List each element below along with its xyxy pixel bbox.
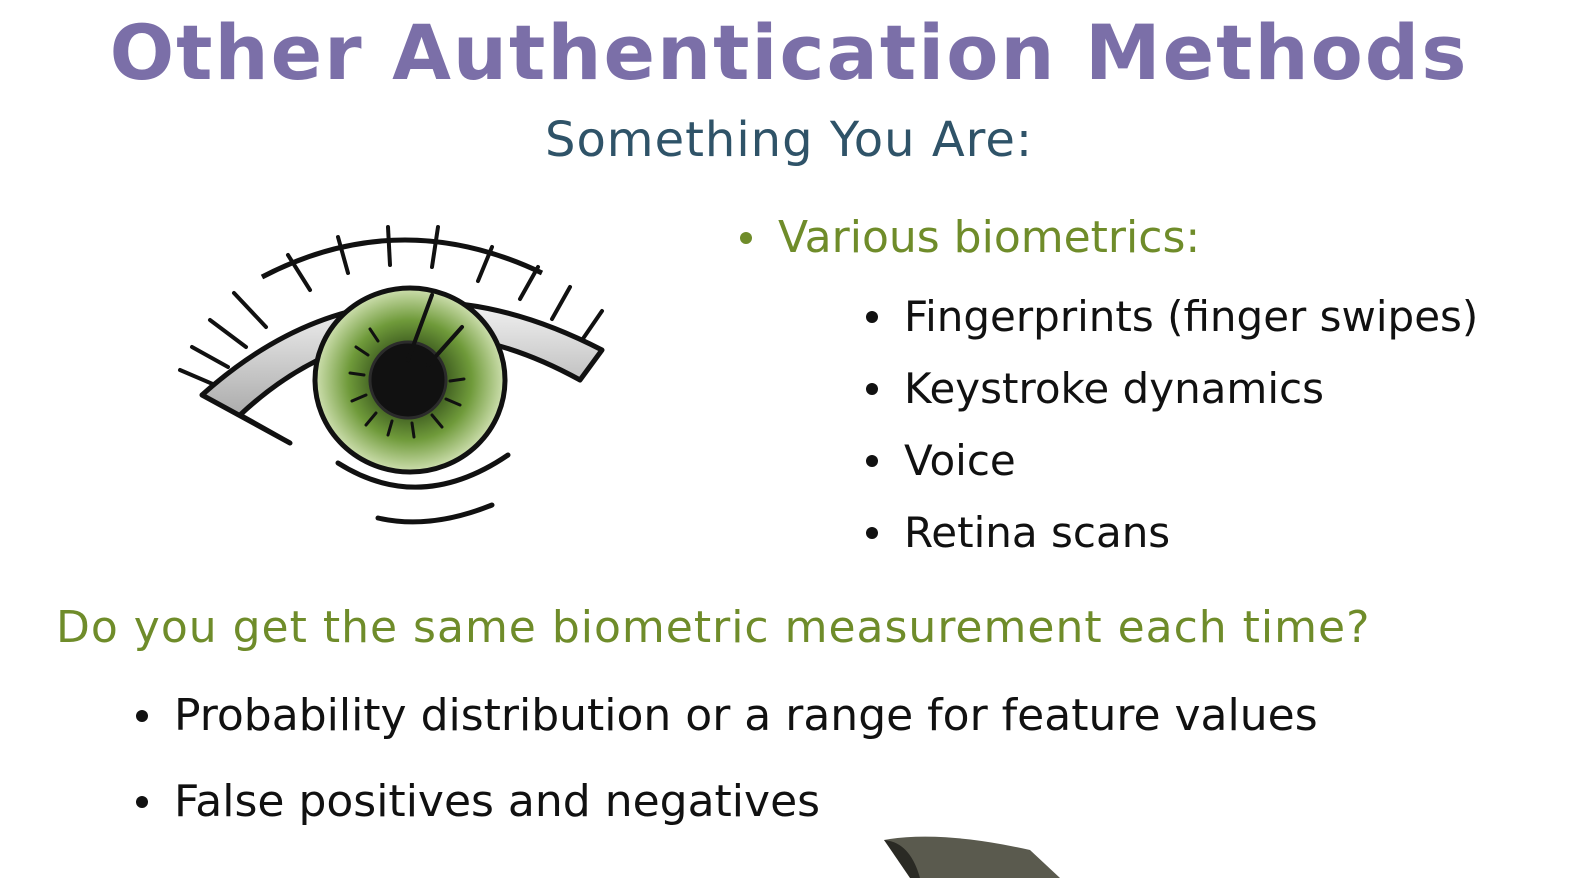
- bullet-dot: [866, 454, 878, 467]
- slide-title: Other Authentication Methods: [109, 8, 1469, 97]
- answer-item-false-positives: False positives and negatives: [174, 776, 821, 827]
- bullet-dot: [866, 310, 878, 323]
- list-item: Probability distribution or a range for …: [136, 690, 1318, 741]
- biometrics-heading-text: Various biometrics:: [778, 212, 1201, 263]
- marker-pen-icon: [884, 836, 1060, 878]
- bullet-dot: [866, 382, 878, 395]
- eye-icon: [178, 225, 605, 525]
- list-item: Fingerprints (finger swipes): [866, 292, 1478, 341]
- bullet-dot: [136, 709, 148, 722]
- slide-subtitle: Something You Are:: [544, 112, 1034, 168]
- biometric-item-voice: Voice: [904, 436, 1016, 485]
- bullet-dot: [866, 526, 878, 539]
- list-item: Keystroke dynamics: [866, 364, 1324, 413]
- list-item: False positives and negatives: [136, 776, 820, 827]
- question-heading: Do you get the same biometric measuremen…: [56, 602, 1371, 653]
- biometrics-heading: Various biometrics:: [740, 212, 1200, 263]
- biometric-item-fingerprints: Fingerprints (finger swipes): [904, 292, 1479, 341]
- answer-item-probability: Probability distribution or a range for …: [174, 690, 1318, 741]
- bullet-dot: [136, 795, 148, 808]
- biometric-item-retina: Retina scans: [904, 508, 1171, 557]
- biometric-item-keystroke: Keystroke dynamics: [904, 364, 1324, 413]
- bullet-dot: [740, 231, 752, 244]
- list-item: Voice: [866, 436, 1016, 485]
- list-item: Retina scans: [866, 508, 1170, 557]
